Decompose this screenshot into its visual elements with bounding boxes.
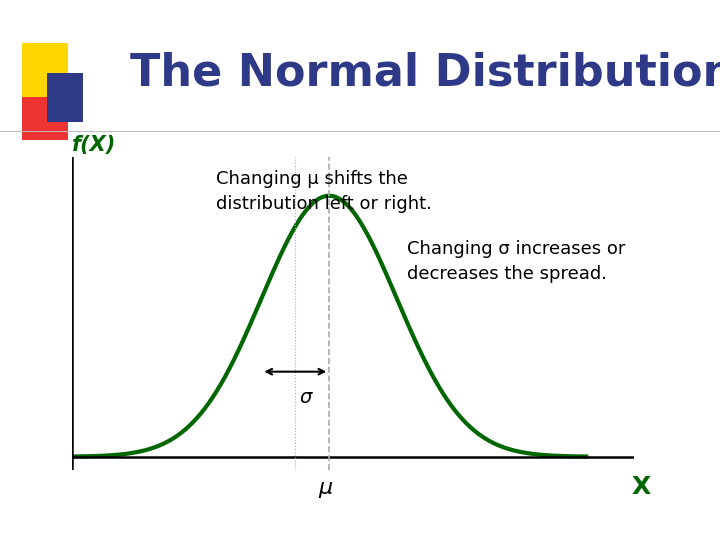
Text: Changing μ shifts the
distribution left or right.: Changing μ shifts the distribution left … [216,170,432,213]
Text: X: X [631,475,650,499]
Text: f(X): f(X) [72,135,116,155]
Text: σ: σ [300,388,312,407]
Text: μ: μ [318,478,333,498]
Text: Changing σ increases or
decreases the spread.: Changing σ increases or decreases the sp… [407,240,625,284]
Text: The Normal Distribution: The Normal Distribution [130,51,720,94]
